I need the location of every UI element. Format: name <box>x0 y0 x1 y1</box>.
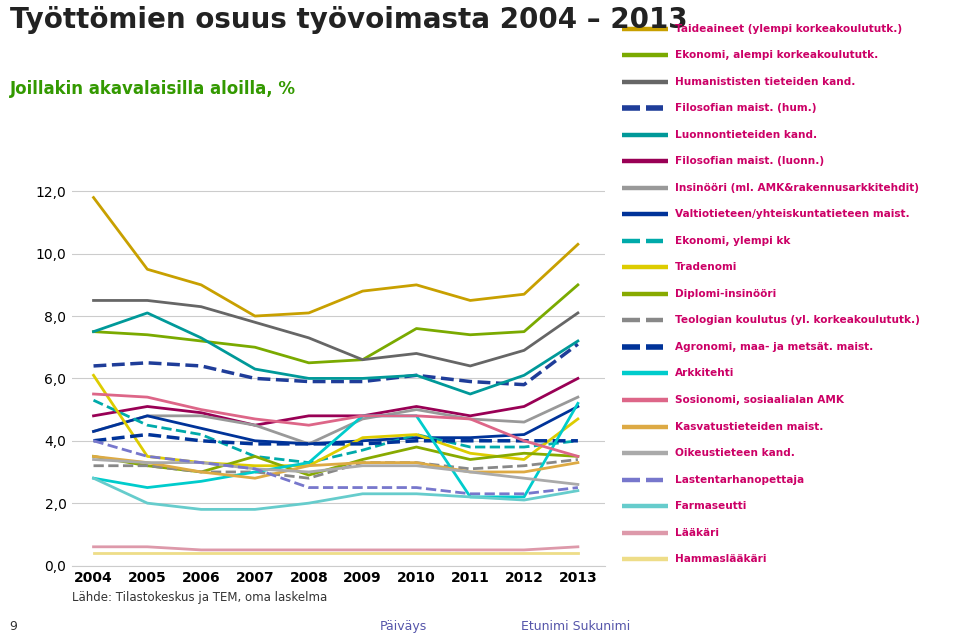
Text: Insinööri (ml. AMK&rakennusarkkitehdit): Insinööri (ml. AMK&rakennusarkkitehdit) <box>675 183 919 193</box>
Text: 9: 9 <box>10 620 17 633</box>
Text: Lääkäri: Lääkäri <box>675 528 719 537</box>
Text: Työttömien osuus työvoimasta 2004 – 2013: Työttömien osuus työvoimasta 2004 – 2013 <box>10 6 687 35</box>
Text: Joillakin akavalaisilla aloilla, %: Joillakin akavalaisilla aloilla, % <box>10 80 296 98</box>
Text: Filosofian maist. (hum.): Filosofian maist. (hum.) <box>675 104 816 113</box>
Text: Agronomi, maa- ja metsät. maist.: Agronomi, maa- ja metsät. maist. <box>675 342 874 352</box>
Text: Taideaineet (ylempi korkeakoulututk.): Taideaineet (ylempi korkeakoulututk.) <box>675 24 902 34</box>
Text: Valtiotieteen/yhteiskuntatieteen maist.: Valtiotieteen/yhteiskuntatieteen maist. <box>675 210 909 219</box>
Text: Luonnontieteiden kand.: Luonnontieteiden kand. <box>675 130 817 140</box>
Text: Sosionomi, sosiaalialan AMK: Sosionomi, sosiaalialan AMK <box>675 395 844 405</box>
Text: Diplomi-insinööri: Diplomi-insinööri <box>675 289 776 299</box>
Text: Ekonomi, ylempi kk: Ekonomi, ylempi kk <box>675 236 790 246</box>
Text: Humanististen tieteiden kand.: Humanististen tieteiden kand. <box>675 77 855 87</box>
Text: Teologian koulutus (yl. korkeakoulututk.): Teologian koulutus (yl. korkeakoulututk.… <box>675 316 920 325</box>
Text: Ekonomi, alempi korkeakoulututk.: Ekonomi, alempi korkeakoulututk. <box>675 50 878 60</box>
Text: Lastentarhanopettaja: Lastentarhanopettaja <box>675 475 804 484</box>
Text: Arkkitehti: Arkkitehti <box>675 369 734 378</box>
Text: Tradenomi: Tradenomi <box>675 263 737 272</box>
Text: Oikeustieteen kand.: Oikeustieteen kand. <box>675 448 795 458</box>
Text: Kasvatustieteiden maist.: Kasvatustieteiden maist. <box>675 422 824 431</box>
Text: Filosofian maist. (luonn.): Filosofian maist. (luonn.) <box>675 157 824 166</box>
Text: Hammaslääkäri: Hammaslääkäri <box>675 554 766 564</box>
Text: Farmaseutti: Farmaseutti <box>675 501 746 511</box>
Text: Lähde: Tilastokeskus ja TEM, oma laskelma: Lähde: Tilastokeskus ja TEM, oma laskelm… <box>72 591 327 604</box>
Text: Etunimi Sukunimi: Etunimi Sukunimi <box>521 620 631 633</box>
Text: Päiväys: Päiväys <box>379 620 427 633</box>
